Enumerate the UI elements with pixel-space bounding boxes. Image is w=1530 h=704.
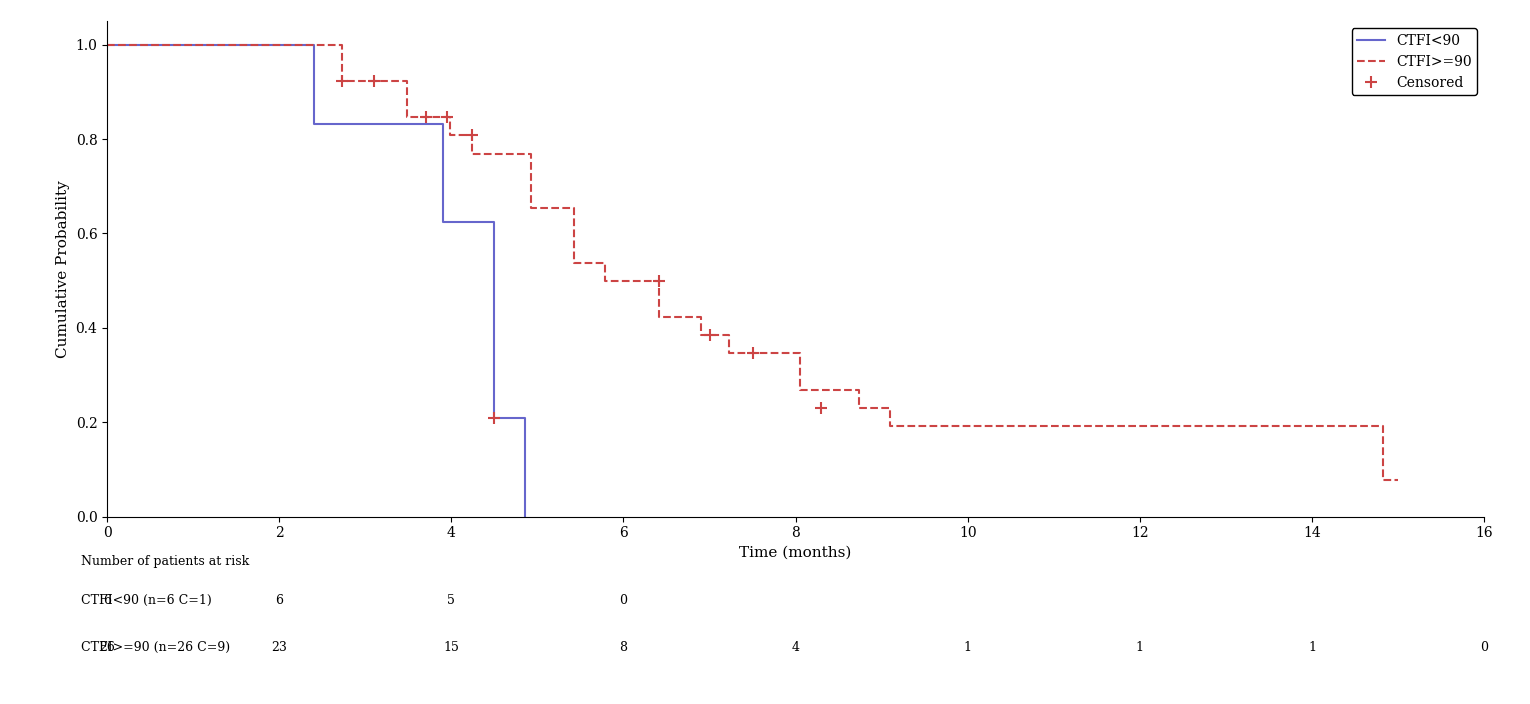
Text: CTFI>=90 (n=26 C=9): CTFI>=90 (n=26 C=9) — [81, 641, 231, 654]
Legend: CTFI<90, CTFI>=90, Censored: CTFI<90, CTFI>=90, Censored — [1351, 28, 1476, 95]
Text: 15: 15 — [444, 641, 459, 654]
Text: 23: 23 — [271, 641, 288, 654]
Text: 5: 5 — [447, 593, 456, 607]
Text: 6: 6 — [275, 593, 283, 607]
Text: 4: 4 — [791, 641, 800, 654]
Text: 8: 8 — [620, 641, 627, 654]
X-axis label: Time (months): Time (months) — [739, 546, 852, 560]
Text: 0: 0 — [620, 593, 627, 607]
Text: 26: 26 — [99, 641, 115, 654]
Text: 1: 1 — [1135, 641, 1144, 654]
Text: 1: 1 — [964, 641, 972, 654]
Text: Number of patients at risk: Number of patients at risk — [81, 555, 249, 568]
Text: CTFI<90 (n=6 C=1): CTFI<90 (n=6 C=1) — [81, 593, 213, 607]
Text: 1: 1 — [1308, 641, 1316, 654]
Text: 6: 6 — [103, 593, 112, 607]
Y-axis label: Cumulative Probability: Cumulative Probability — [57, 180, 70, 358]
Text: 0: 0 — [1480, 641, 1489, 654]
